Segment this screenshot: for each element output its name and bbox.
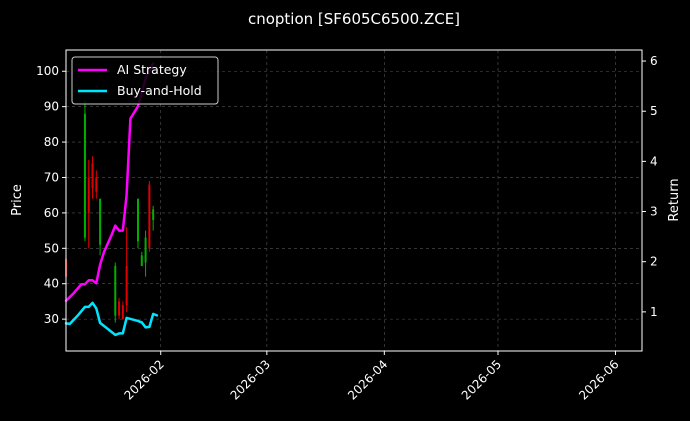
y-left-tick-label: 80 [44, 135, 59, 149]
y-left-tick-label: 30 [44, 312, 59, 326]
plot-frame [65, 49, 643, 352]
y-left-tick-label: 40 [44, 277, 59, 291]
candle-body [137, 198, 139, 242]
legend-label-buy-and-hold: Buy-and-Hold [117, 83, 202, 98]
candle-body [87, 177, 90, 213]
candles [65, 99, 155, 323]
candle-body [118, 301, 121, 316]
candle-body [140, 255, 143, 267]
chart-title: cnoption [SF605C6500.ZCE] [248, 10, 460, 28]
y-left-tick-label: 100 [36, 64, 59, 78]
series-lines [64, 62, 159, 337]
candle-body [95, 177, 98, 192]
candle-body [152, 209, 155, 220]
y-left-tick-label: 60 [44, 206, 59, 220]
series-line-ai-strategy [64, 62, 155, 303]
y-axis-label-left: Price [10, 184, 25, 216]
candle-body [121, 304, 124, 320]
candle-body [148, 184, 151, 249]
y-right-tick-label: 2 [650, 255, 658, 269]
legend: AI Strategy Buy-and-Hold [71, 56, 219, 105]
y-right-tick-label: 4 [650, 154, 658, 168]
y-left-tick-label: 90 [44, 100, 59, 114]
y-right-tick-label: 6 [650, 54, 658, 68]
y-right-tick-label: 5 [650, 104, 658, 118]
y-left-tick-label: 50 [44, 241, 59, 255]
candle-body [83, 113, 86, 238]
candle-body [99, 198, 102, 245]
legend-box [71, 56, 219, 105]
y-axis-label-right: Return [667, 178, 682, 221]
candle-body [91, 163, 94, 189]
candle-body [125, 266, 128, 305]
series-line-buy-and-hold [64, 301, 159, 337]
y-right-tick-label: 3 [650, 205, 658, 219]
legend-label-ai-strategy: AI Strategy [117, 62, 187, 77]
y-right-tick-label: 1 [650, 305, 658, 319]
candle-body [144, 237, 147, 263]
candle-body [114, 266, 117, 316]
y-left-tick-label: 70 [44, 170, 59, 184]
